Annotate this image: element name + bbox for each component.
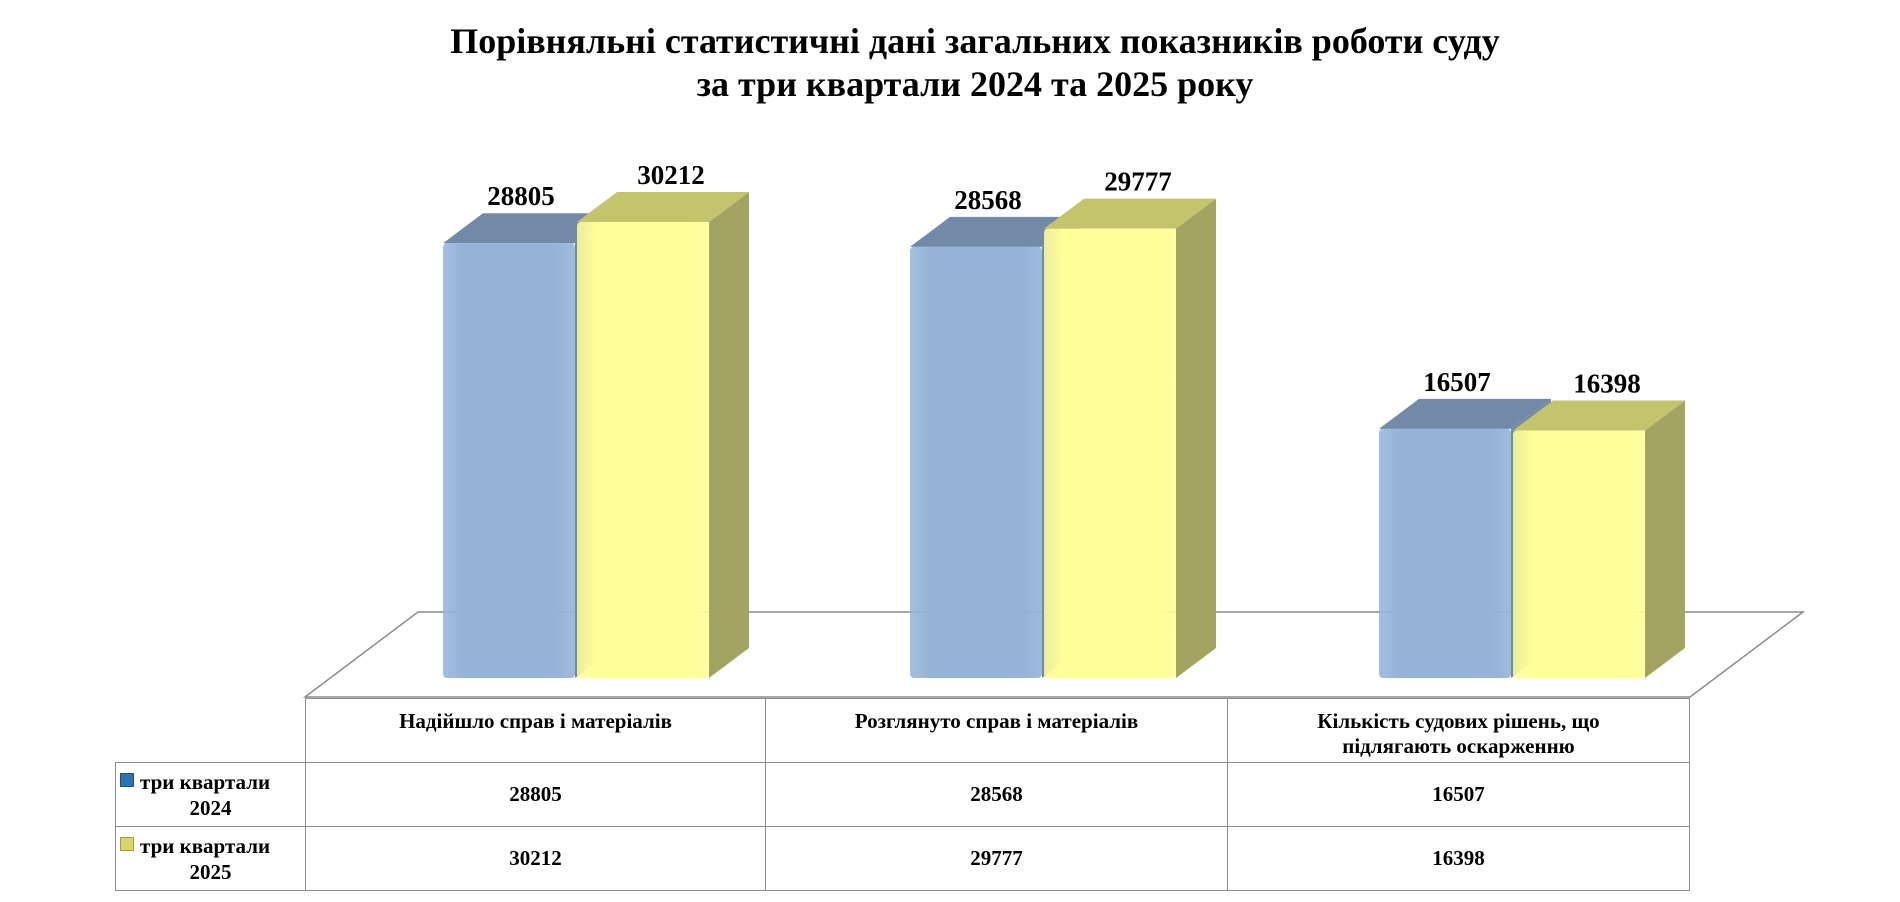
bar-top-face	[1379, 398, 1551, 429]
table-corner	[116, 699, 306, 763]
bar-2025-0	[577, 192, 749, 678]
legend-label-year: 2024	[189, 795, 232, 820]
table-row: три квартали 2024 28805 28568 16507	[115, 762, 1690, 827]
bar-side-face	[1176, 198, 1216, 678]
bar-side-face	[1645, 400, 1685, 678]
legend-label-year: 2025	[189, 859, 232, 884]
data-table: Надійшло справ і матеріалів Розглянуто с…	[115, 698, 1690, 891]
bars-layer	[443, 192, 1685, 678]
data-label: 16398	[1573, 368, 1641, 398]
bar-front-face	[1044, 228, 1176, 678]
header-text: Розглянуто справ і матеріалів	[854, 709, 1139, 733]
header-text: Надійшло справ і матеріалів	[399, 709, 672, 733]
table-header-cell: Надійшло справ і матеріалів	[305, 698, 766, 763]
data-label: 16507	[1423, 367, 1491, 397]
table-cell: 28805	[305, 762, 766, 827]
bar-top-face	[443, 213, 615, 244]
data-label: 30212	[637, 160, 705, 190]
bar-top-face	[1513, 400, 1685, 431]
chart-title-line-1: Порівняльні статистичні дані загальних п…	[450, 21, 1500, 61]
bar-front-face	[577, 222, 709, 678]
bar-front-face	[443, 243, 575, 678]
table-cell: 29777	[765, 826, 1228, 891]
data-labels-layer: 28805 30212 28568 29777 16507 16398	[487, 160, 1641, 398]
table-header-row: Надійшло справ і матеріалів Розглянуто с…	[116, 698, 1690, 763]
data-label: 28805	[487, 181, 555, 211]
table-cell: 16398	[1227, 826, 1690, 891]
header-text: Кількість судових рішень, що	[1317, 709, 1600, 733]
bar-top-face	[910, 216, 1082, 247]
legend-entry-2024: три квартали 2024	[115, 762, 306, 827]
data-label: 28568	[954, 185, 1022, 215]
bar-top-face	[577, 192, 749, 222]
bar-side-face	[709, 192, 749, 678]
table-header-cell: Кількість судових рішень, що підлягають …	[1227, 698, 1690, 763]
table-cell: 30212	[305, 826, 766, 891]
bar-2025-2	[1513, 400, 1685, 678]
legend-key-2025-icon	[120, 836, 134, 851]
chart-title-line-2: за три квартали 2024 та 2025 року	[696, 64, 1254, 104]
data-label: 29777	[1104, 167, 1172, 197]
chart-title: Порівняльні статистичні дані загальних п…	[0, 20, 1900, 106]
legend-entry-2025: три квартали 2025	[115, 826, 306, 891]
table-cell: 16507	[1227, 762, 1690, 827]
bar-front-face	[1513, 430, 1645, 678]
legend-label: три квартали	[140, 833, 271, 858]
bar-top-face	[1044, 198, 1216, 229]
table-header-cell: Розглянуто справ і матеріалів	[765, 698, 1228, 763]
table-row: три квартали 2025 30212 29777 16398	[115, 826, 1690, 891]
table-cell: 28568	[765, 762, 1228, 827]
legend-label: три квартали	[140, 769, 271, 794]
legend-key-2024-icon	[120, 772, 134, 787]
bar-front-face	[1379, 428, 1511, 678]
bar-2025-1	[1044, 198, 1216, 678]
header-text: підлягають оскарженню	[1342, 734, 1575, 758]
bar-front-face	[910, 246, 1042, 678]
